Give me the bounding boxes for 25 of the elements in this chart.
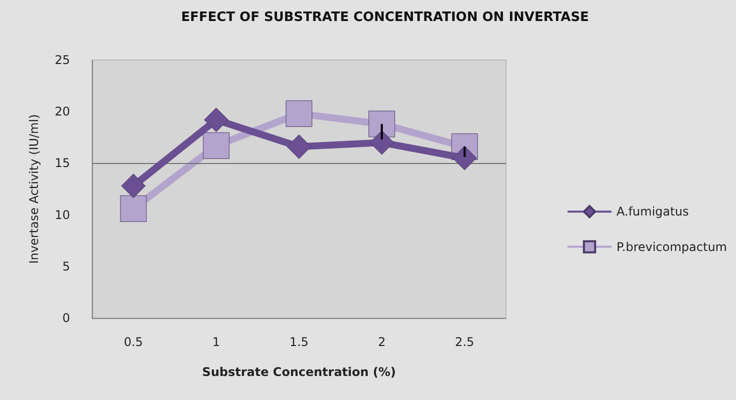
point — [452, 146, 477, 170]
point — [204, 108, 228, 132]
x-tick-label: 1.5 — [289, 335, 309, 349]
x-tick-label: 2 — [378, 335, 386, 349]
y-tick-label: 20 — [54, 104, 70, 119]
y-tick-label: 0 — [62, 311, 70, 325]
chart-title: EFFECT OF SUBSTRATE CONCENTRATION ON INVERTASE — [181, 10, 589, 25]
point — [286, 100, 312, 127]
legend-label: P.brevicompactum — [616, 240, 727, 254]
y-tick-label: 5 — [62, 259, 70, 274]
y-axis-title: Invertase Activity (IU/ml) — [27, 114, 41, 264]
x-tick-label: 0.5 — [124, 335, 143, 349]
y-tick-label: 25 — [54, 53, 70, 67]
point — [120, 195, 147, 222]
point — [368, 110, 396, 138]
point — [286, 134, 312, 159]
point — [121, 174, 146, 198]
x-tick-label: 2.5 — [455, 335, 474, 349]
x-axis-title: Substrate Concentration (%) — [202, 365, 396, 379]
x-tick-label: 1 — [212, 335, 220, 349]
point — [370, 130, 394, 155]
y-tick-label: 10 — [54, 208, 70, 222]
legend-label: A.fumigatus — [616, 204, 689, 219]
y-tick-label: 15 — [54, 156, 70, 170]
point — [202, 132, 230, 159]
